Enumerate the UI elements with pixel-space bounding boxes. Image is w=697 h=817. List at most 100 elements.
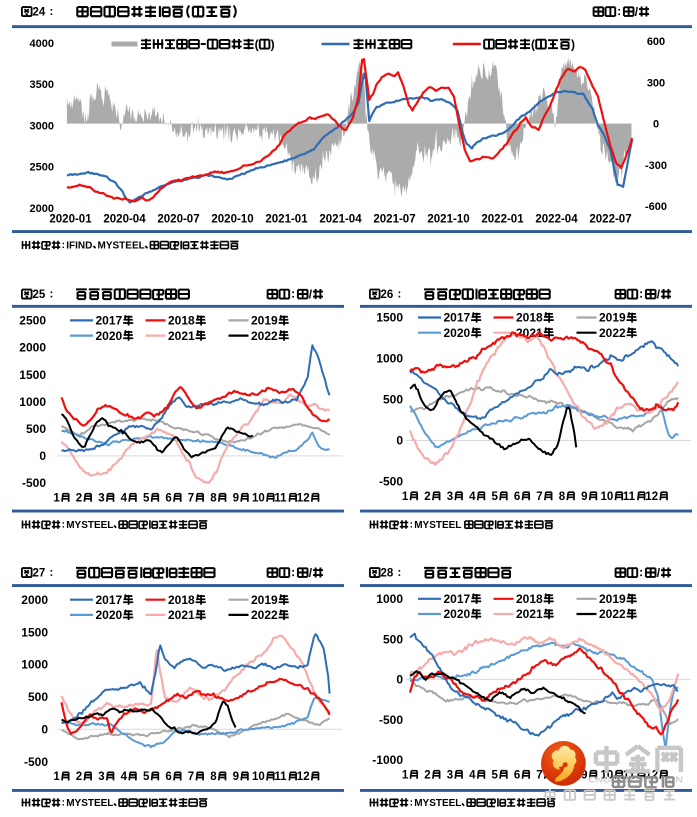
svg-text:/: / [657, 566, 661, 580]
svg-text:2022-01: 2022-01 [481, 214, 524, 226]
svg-text:7: 7 [536, 491, 542, 503]
svg-text:-600: -600 [645, 201, 667, 213]
svg-text:CNGOLD.ORG | CN: CNGOLD.ORG | CN [588, 776, 683, 785]
svg-text:10: 10 [601, 491, 614, 503]
svg-text:2020: 2020 [444, 326, 471, 340]
svg-text:2: 2 [76, 492, 82, 504]
svg-text:/: / [309, 566, 313, 580]
svg-text:24: 24 [33, 7, 46, 19]
svg-text:0: 0 [41, 723, 48, 737]
svg-text:10: 10 [601, 769, 614, 781]
svg-text:1000: 1000 [376, 592, 403, 606]
svg-text:-500: -500 [22, 476, 46, 490]
svg-text:2017: 2017 [444, 311, 471, 325]
svg-text:2018: 2018 [516, 592, 543, 606]
svg-text:2018: 2018 [516, 311, 543, 325]
svg-text:28: 28 [381, 568, 394, 580]
svg-text:9: 9 [233, 771, 239, 783]
svg-text:1: 1 [53, 492, 60, 504]
svg-text:3500: 3500 [30, 79, 54, 91]
svg-text:1000: 1000 [19, 395, 46, 409]
svg-text:-1000: -1000 [372, 753, 403, 767]
svg-text:(: ( [255, 37, 259, 51]
svg-text:8: 8 [559, 491, 566, 503]
svg-text:/: / [635, 5, 639, 19]
svg-text:2020: 2020 [444, 607, 471, 621]
svg-text:1000: 1000 [21, 658, 48, 672]
svg-text:/: / [309, 287, 313, 301]
svg-text:4: 4 [121, 771, 128, 783]
svg-text:12: 12 [645, 491, 658, 503]
svg-text:2021-10: 2021-10 [427, 214, 469, 226]
svg-text:12: 12 [297, 771, 310, 783]
svg-text:): ) [271, 37, 275, 51]
svg-text:0: 0 [653, 119, 659, 131]
svg-text:2000: 2000 [30, 203, 54, 215]
svg-text:2018: 2018 [168, 593, 195, 607]
svg-text:7: 7 [188, 492, 194, 504]
svg-text:0: 0 [39, 449, 46, 463]
svg-text:3: 3 [447, 769, 453, 781]
svg-text:27: 27 [33, 568, 46, 580]
svg-text:4: 4 [121, 492, 128, 504]
svg-text:2020-01: 2020-01 [49, 214, 92, 226]
svg-text:5: 5 [143, 771, 150, 783]
svg-text:3: 3 [98, 492, 104, 504]
svg-text:MYSTEEL: MYSTEEL [66, 798, 113, 809]
svg-text:2022-07: 2022-07 [589, 214, 631, 226]
svg-text:2000: 2000 [19, 341, 46, 355]
svg-text:3000: 3000 [30, 120, 54, 132]
svg-text:2500: 2500 [30, 162, 54, 174]
svg-text:300: 300 [647, 77, 665, 89]
svg-text:26: 26 [381, 289, 394, 301]
svg-text:25: 25 [33, 289, 46, 301]
svg-text:11: 11 [274, 771, 287, 783]
svg-text:-500: -500 [24, 755, 48, 769]
svg-text:5: 5 [492, 491, 499, 503]
svg-text:8: 8 [210, 492, 217, 504]
svg-text:9: 9 [581, 769, 587, 781]
svg-text:0: 0 [396, 673, 403, 687]
svg-text:1: 1 [402, 769, 409, 781]
svg-text:2022: 2022 [599, 326, 626, 340]
svg-text:2: 2 [424, 491, 430, 503]
svg-text:500: 500 [26, 422, 46, 436]
svg-text:7: 7 [536, 769, 542, 781]
svg-text:2020-07: 2020-07 [157, 214, 199, 226]
svg-text:2022-04: 2022-04 [535, 214, 578, 226]
svg-text:1500: 1500 [21, 625, 48, 639]
svg-text:9: 9 [233, 492, 239, 504]
svg-text:2018: 2018 [168, 314, 195, 328]
svg-text:MYSTEEL: MYSTEEL [98, 241, 145, 252]
svg-text:4: 4 [469, 491, 476, 503]
svg-text:1: 1 [53, 771, 60, 783]
svg-text:8: 8 [210, 771, 217, 783]
svg-text:IFIND: IFIND [66, 241, 92, 252]
svg-text:6: 6 [165, 492, 171, 504]
svg-text:3: 3 [98, 771, 104, 783]
svg-text:2019: 2019 [251, 314, 278, 328]
svg-text:2017: 2017 [444, 592, 471, 606]
svg-text:(: ( [531, 37, 535, 51]
svg-text:2020-04: 2020-04 [103, 214, 146, 226]
svg-text:4: 4 [469, 769, 476, 781]
svg-text:2: 2 [424, 769, 430, 781]
svg-text:/: / [657, 287, 661, 301]
svg-text:11: 11 [274, 492, 287, 504]
svg-text:9: 9 [581, 491, 587, 503]
svg-text:6: 6 [514, 491, 520, 503]
svg-text:2019: 2019 [599, 592, 626, 606]
svg-text:2022: 2022 [599, 607, 626, 621]
svg-text:1500: 1500 [19, 368, 46, 382]
svg-text:5: 5 [143, 492, 150, 504]
svg-text:3: 3 [447, 491, 453, 503]
svg-text:5: 5 [492, 769, 499, 781]
svg-text:-500: -500 [379, 713, 403, 727]
svg-text:6: 6 [165, 771, 171, 783]
svg-text:2020: 2020 [96, 329, 123, 343]
svg-text:10: 10 [252, 771, 265, 783]
svg-text:2021: 2021 [516, 607, 543, 621]
svg-text:2019: 2019 [599, 311, 626, 325]
svg-text:2020: 2020 [96, 608, 123, 622]
svg-text:2021: 2021 [168, 608, 195, 622]
